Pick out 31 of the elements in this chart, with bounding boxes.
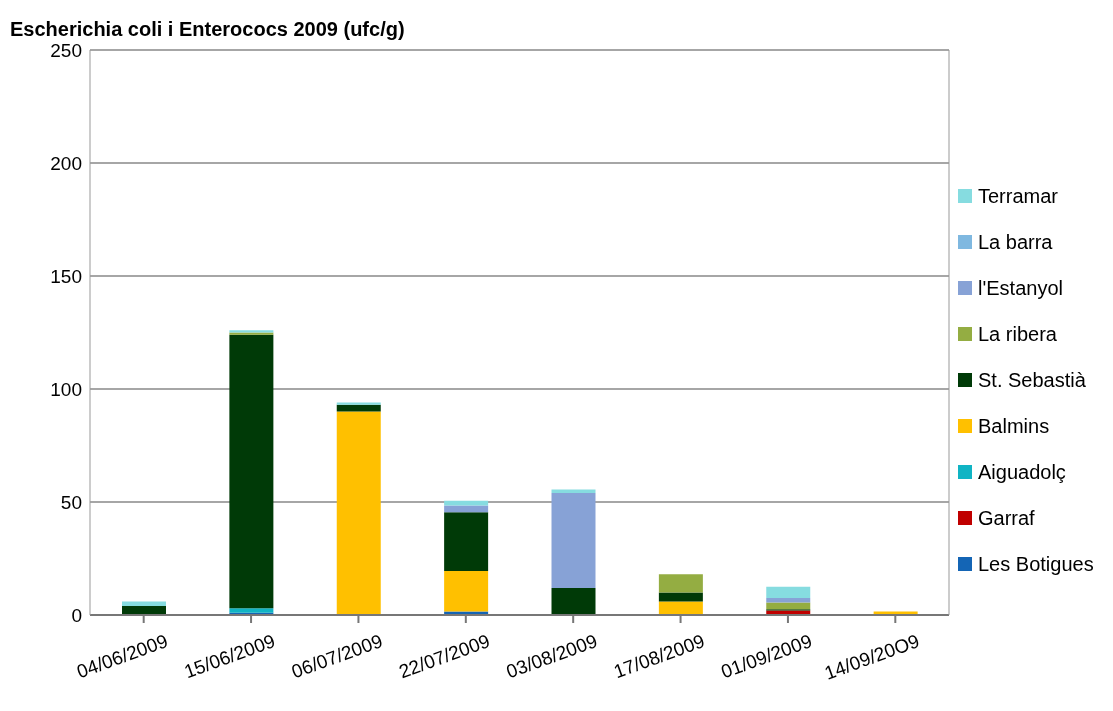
y-tick-label: 50 [60,491,82,513]
bar [444,505,489,513]
y-tick-label: 250 [50,39,82,61]
legend-label: La ribera [978,322,1057,346]
bar [658,592,703,602]
legend-label: St. Sebastià [978,368,1086,392]
bar [336,411,381,615]
bar [229,334,274,609]
bar [229,608,274,613]
bar [551,587,596,615]
legend-label: La barra [978,230,1053,254]
legend-label: Les Botigues [978,552,1094,576]
bar [444,570,489,612]
chart-title: Escherichia coli i Enterococs 2009 (ufc/g) [10,18,405,41]
bar [444,512,489,571]
y-tick-label: 100 [50,378,82,400]
y-tick-label: 200 [50,152,82,174]
y-tick-label: 0 [71,604,82,626]
legend-label: Garraf [978,506,1035,530]
bar [766,598,811,603]
bar [658,601,703,615]
y-tick-label: 150 [50,265,82,287]
legend-label: Balmins [978,414,1050,438]
legend-label: Terramar [978,184,1059,208]
legend-label: l'Estanyol [978,276,1063,300]
bar [658,574,703,593]
bar [122,601,166,606]
bar [766,586,811,599]
bar [336,404,381,412]
legend-label: Aiguadolç [978,460,1066,484]
bar [551,492,596,588]
